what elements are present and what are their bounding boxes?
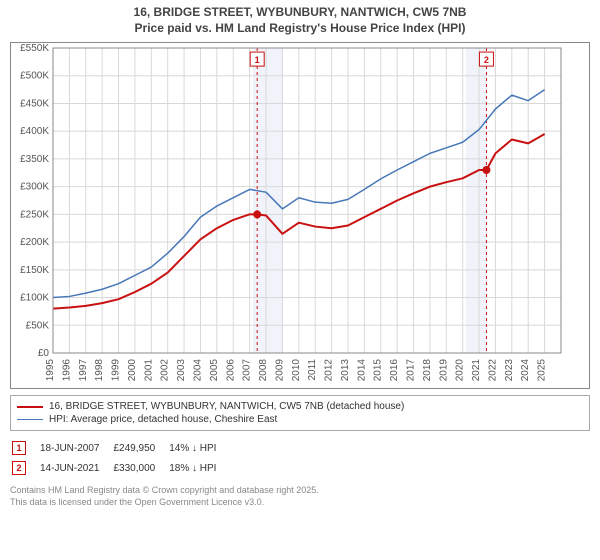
svg-text:£200K: £200K xyxy=(20,237,49,248)
svg-text:2012: 2012 xyxy=(324,359,335,382)
svg-text:£150K: £150K xyxy=(20,265,49,276)
svg-text:2024: 2024 xyxy=(520,359,531,382)
marker-row: 2 14-JUN-2021£330,00018% ↓ HPI xyxy=(12,459,228,477)
svg-text:£300K: £300K xyxy=(20,182,49,193)
title-line-1: 16, BRIDGE STREET, WYBUNBURY, NANTWICH, … xyxy=(10,5,590,21)
svg-text:2016: 2016 xyxy=(389,359,400,382)
svg-text:2020: 2020 xyxy=(455,359,466,382)
svg-text:£0: £0 xyxy=(38,348,50,359)
marker-row: 1 18-JUN-2007£249,95014% ↓ HPI xyxy=(12,439,228,457)
marker-price: £330,000 xyxy=(113,459,167,477)
svg-text:2009: 2009 xyxy=(274,359,285,382)
svg-text:£100K: £100K xyxy=(20,293,49,304)
legend-row: HPI: Average price, detached house, Ches… xyxy=(17,413,583,426)
svg-text:£50K: £50K xyxy=(26,320,50,331)
svg-text:2010: 2010 xyxy=(291,359,302,382)
legend-swatch xyxy=(17,406,43,408)
marker-date: 14-JUN-2021 xyxy=(40,459,111,477)
svg-text:1998: 1998 xyxy=(94,359,105,382)
svg-text:1999: 1999 xyxy=(111,359,122,382)
svg-text:2015: 2015 xyxy=(373,359,384,382)
svg-text:1997: 1997 xyxy=(78,359,89,382)
svg-text:2: 2 xyxy=(484,55,489,65)
marker-id-box: 1 xyxy=(12,441,26,455)
svg-text:2025: 2025 xyxy=(537,359,548,382)
svg-text:£550K: £550K xyxy=(20,43,49,54)
chart-container: 16, BRIDGE STREET, WYBUNBURY, NANTWICH, … xyxy=(0,0,600,560)
markers-table: 1 18-JUN-2007£249,95014% ↓ HPI 2 14-JUN-202… xyxy=(10,437,230,479)
svg-text:2000: 2000 xyxy=(127,359,138,382)
svg-text:£500K: £500K xyxy=(20,71,49,82)
legend-swatch xyxy=(17,419,43,420)
svg-text:2004: 2004 xyxy=(192,359,203,382)
svg-text:2001: 2001 xyxy=(143,359,154,382)
svg-text:2023: 2023 xyxy=(504,359,515,382)
svg-text:2013: 2013 xyxy=(340,359,351,382)
svg-text:2017: 2017 xyxy=(406,359,417,382)
svg-text:2007: 2007 xyxy=(242,359,253,382)
legend-label: HPI: Average price, detached house, Ches… xyxy=(49,414,277,425)
svg-text:2003: 2003 xyxy=(176,359,187,382)
footer: Contains HM Land Registry data © Crown c… xyxy=(10,485,590,508)
svg-text:2006: 2006 xyxy=(225,359,236,382)
svg-text:2011: 2011 xyxy=(307,359,318,381)
svg-text:1995: 1995 xyxy=(45,359,56,382)
marker-delta: 18% ↓ HPI xyxy=(169,459,228,477)
chart-title: 16, BRIDGE STREET, WYBUNBURY, NANTWICH, … xyxy=(10,5,590,36)
svg-text:2014: 2014 xyxy=(356,359,367,382)
svg-text:£400K: £400K xyxy=(20,126,49,137)
svg-text:2002: 2002 xyxy=(160,359,171,382)
plot-area: £0 £50K £100K £150K £200K £250K £300K £350K £400… xyxy=(10,42,590,389)
footer-line-1: Contains HM Land Registry data © Crown c… xyxy=(10,485,590,497)
svg-text:2018: 2018 xyxy=(422,359,433,382)
marker-date: 18-JUN-2007 xyxy=(40,439,111,457)
legend-row: 16, BRIDGE STREET, WYBUNBURY, NANTWICH, … xyxy=(17,400,583,413)
svg-text:2008: 2008 xyxy=(258,359,269,382)
svg-text:£250K: £250K xyxy=(20,210,49,221)
legend: 16, BRIDGE STREET, WYBUNBURY, NANTWICH, … xyxy=(10,395,590,431)
svg-text:2021: 2021 xyxy=(471,359,482,382)
marker-delta: 14% ↓ HPI xyxy=(169,439,228,457)
footer-line-2: This data is licensed under the Open Gov… xyxy=(10,497,590,509)
marker-price: £249,950 xyxy=(113,439,167,457)
svg-text:2005: 2005 xyxy=(209,359,220,382)
title-line-2: Price paid vs. HM Land Registry's House … xyxy=(10,21,590,37)
svg-text:2019: 2019 xyxy=(438,359,449,382)
marker-id-box: 2 xyxy=(12,461,26,475)
legend-label: 16, BRIDGE STREET, WYBUNBURY, NANTWICH, … xyxy=(49,401,404,412)
svg-text:1996: 1996 xyxy=(61,359,72,382)
line-chart-svg: £0 £50K £100K £150K £200K £250K £300K £350K £400… xyxy=(11,43,571,388)
svg-text:1: 1 xyxy=(255,55,260,65)
svg-text:2022: 2022 xyxy=(487,359,498,382)
svg-text:£350K: £350K xyxy=(20,154,49,165)
svg-text:£450K: £450K xyxy=(20,99,49,110)
